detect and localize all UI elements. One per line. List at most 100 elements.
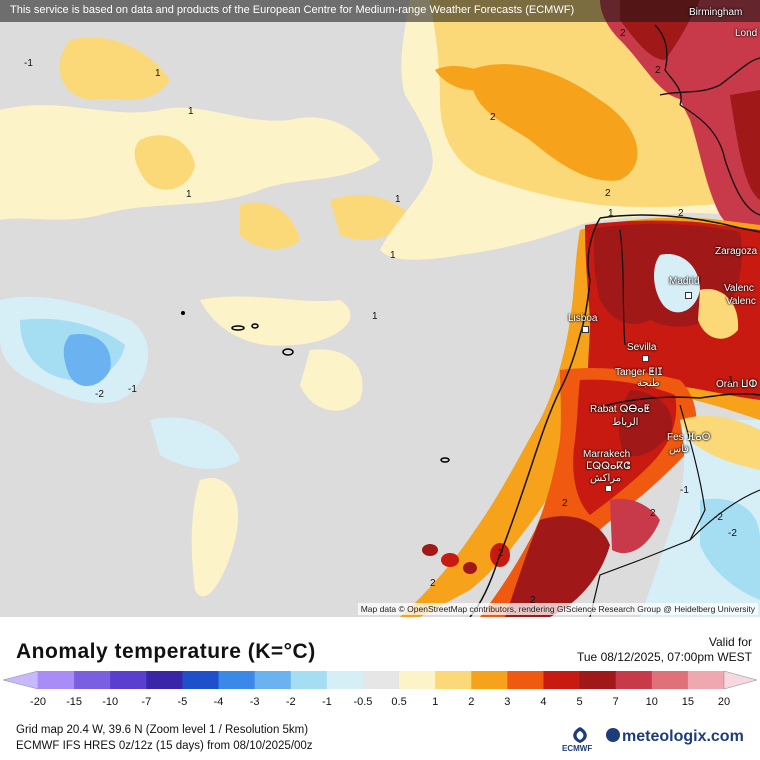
scale-tick-label: -5	[178, 696, 188, 708]
city-label: Valenc	[724, 283, 754, 294]
scale-swatch	[74, 671, 111, 689]
ecmwf-logo-text: ECMWF	[562, 744, 593, 753]
scale-tick-label: 0.5	[391, 696, 406, 708]
legend-title: Anomaly temperature (K=°C)	[16, 640, 316, 663]
scale-swatch	[218, 671, 256, 689]
city-marker	[605, 485, 612, 492]
city-marker	[642, 355, 649, 362]
forecast-map[interactable]: This service is based on data and produc…	[0, 0, 760, 617]
city-label: Madrid	[669, 276, 700, 287]
city-label: Tanger ⵟⵏⵊ	[615, 367, 663, 378]
scale-tick-label: -4	[214, 696, 224, 708]
contour-label: 2	[498, 548, 504, 559]
scale-swatch	[254, 671, 292, 689]
contour-label: 1	[395, 194, 401, 205]
city-label: الرباط	[612, 417, 639, 428]
contour-label: 1	[186, 189, 192, 200]
contour-label: 1	[155, 68, 161, 79]
city-label: طنجة	[637, 378, 660, 389]
scale-swatch	[471, 671, 508, 689]
scale-swatch	[687, 671, 725, 689]
valid-time-block: Valid for Tue 08/12/2025, 07:00pm WEST	[577, 635, 752, 665]
scale-tick-label: -7	[141, 696, 151, 708]
scale-tick-label: -15	[66, 696, 82, 708]
city-label: Rabat ⵕⴱⴰⵟ	[590, 404, 650, 415]
data-source-notice: This service is based on data and produc…	[10, 4, 575, 16]
map-attribution: Map data © OpenStreetMap contributors, r…	[357, 603, 758, 615]
contour-label: 2	[620, 28, 626, 39]
city-label: فاس	[669, 444, 690, 455]
scale-swatch	[615, 671, 653, 689]
city-label: ⵎⵕⵕⴰⴽⵛ	[586, 461, 631, 472]
scale-tick-label: 5	[577, 696, 583, 708]
meteologix-globe-icon	[606, 728, 620, 742]
contour-label: 2	[605, 188, 611, 199]
scale-swatch	[507, 671, 544, 689]
city-label: Lond	[735, 28, 758, 39]
contour-label: 2	[650, 508, 656, 519]
scale-tick-label: 7	[613, 696, 619, 708]
scale-tick-label: 2	[468, 696, 474, 708]
contour-label: 2	[678, 208, 684, 219]
city-label: Sevilla	[627, 342, 657, 353]
scale-swatch	[182, 671, 220, 689]
scale-swatch	[290, 671, 328, 689]
city-label: مراكش	[590, 473, 622, 484]
scale-tick-label: 10	[646, 696, 658, 708]
contour-label: 1	[608, 208, 614, 219]
city-label: Zaragoza	[715, 246, 758, 257]
city-label: Fes ⴼⴰⵙ	[667, 432, 711, 443]
data-source-banner: This service is based on data and produc…	[0, 0, 760, 22]
city-label: Marrakech	[583, 449, 631, 460]
city-label: Oran ⵡⵀ	[716, 379, 758, 390]
contour-label: -2	[714, 512, 723, 523]
contour-label: 1	[390, 250, 396, 261]
scale-swatch	[38, 671, 75, 689]
scale-tick-label: -20	[30, 696, 46, 708]
scale-swatch	[435, 671, 472, 689]
grid-info: Grid map 20.4 W, 39.6 N (Zoom level 1 / …	[16, 724, 309, 736]
contour-label: 1	[188, 106, 194, 117]
color-scale-bar: -20 -15 -10 -7 -5 -4 -3 -2 -1 -0.5 0.5 1 2 3 4 5 7 10 15 20	[2, 670, 758, 708]
scale-swatch	[543, 671, 581, 689]
scale-swatch	[326, 671, 364, 689]
city-marker	[685, 292, 692, 299]
contour-label: 2	[490, 112, 496, 123]
contour-label: 2	[655, 65, 661, 76]
contour-label: 1	[372, 311, 378, 322]
ecmwf-emblem-icon	[573, 727, 587, 743]
anomaly-field	[0, 0, 760, 617]
scale-swatch	[146, 671, 183, 689]
scale-tick-label: -1	[322, 696, 332, 708]
ecmwf-logo[interactable]: ECMWF	[560, 725, 600, 755]
scale-tick-label: 20	[718, 696, 730, 708]
city-label: Valenc	[726, 296, 756, 307]
scale-tick-label: -10	[102, 696, 118, 708]
model-info: ECMWF IFS HRES 0z/12z (15 days) from 08/…	[16, 740, 313, 752]
contour-label: -2	[95, 389, 104, 400]
scale-swatch	[362, 671, 400, 689]
contour-label: -2	[728, 528, 737, 539]
valid-label: Valid for	[708, 635, 752, 649]
scale-swatch	[651, 671, 689, 689]
scale-swatch	[579, 671, 617, 689]
scale-tick-label: 1	[432, 696, 438, 708]
contour-label: 1	[728, 375, 734, 386]
scale-tick-label: 15	[682, 696, 694, 708]
scale-tick-label: 4	[540, 696, 546, 708]
scale-arrow-high	[723, 670, 758, 690]
city-label: Lisboa	[568, 313, 598, 324]
scale-swatch	[110, 671, 147, 689]
valid-time: Tue 08/12/2025, 07:00pm WEST	[577, 650, 752, 664]
contour-label: -1	[680, 485, 689, 496]
scale-tick-label: -2	[286, 696, 296, 708]
contour-label: -1	[24, 58, 33, 69]
contour-label: -1	[128, 384, 137, 395]
scale-tick-label: 3	[504, 696, 510, 708]
contour-label: 2	[530, 595, 536, 606]
meteologix-logo[interactable]: meteologix.com	[606, 728, 744, 746]
city-marker	[582, 326, 589, 333]
contour-label: 2	[430, 578, 436, 589]
scale-swatch	[399, 671, 436, 689]
contour-label: 2	[562, 498, 568, 509]
